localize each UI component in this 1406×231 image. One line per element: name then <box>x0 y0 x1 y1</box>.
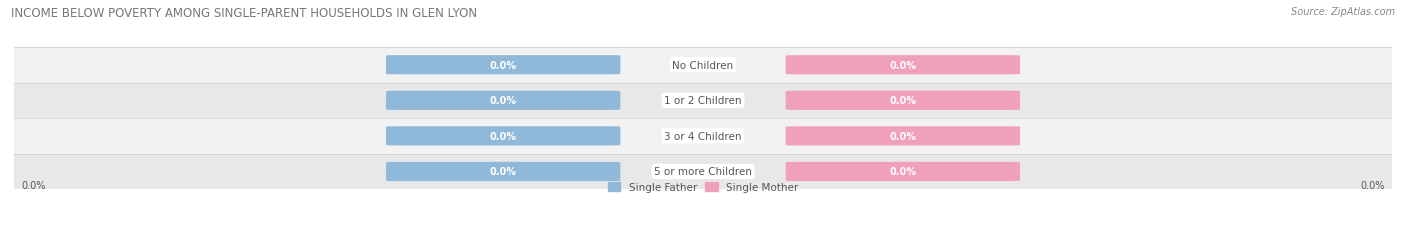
Bar <box>14 154 1392 189</box>
Text: 3 or 4 Children: 3 or 4 Children <box>664 131 742 141</box>
FancyBboxPatch shape <box>786 56 1019 75</box>
Text: 0.0%: 0.0% <box>889 167 917 177</box>
Text: 0.0%: 0.0% <box>889 61 917 70</box>
Text: 0.0%: 0.0% <box>889 131 917 141</box>
Text: INCOME BELOW POVERTY AMONG SINGLE-PARENT HOUSEHOLDS IN GLEN LYON: INCOME BELOW POVERTY AMONG SINGLE-PARENT… <box>11 7 478 20</box>
Text: 0.0%: 0.0% <box>1361 180 1385 190</box>
Text: 0.0%: 0.0% <box>489 61 517 70</box>
FancyBboxPatch shape <box>387 91 620 110</box>
Text: 0.0%: 0.0% <box>489 167 517 177</box>
Text: 1 or 2 Children: 1 or 2 Children <box>664 96 742 106</box>
Bar <box>14 119 1392 154</box>
Bar <box>14 48 1392 83</box>
Text: 0.0%: 0.0% <box>489 131 517 141</box>
Text: 5 or more Children: 5 or more Children <box>654 167 752 177</box>
Text: 0.0%: 0.0% <box>889 96 917 106</box>
FancyBboxPatch shape <box>786 127 1019 146</box>
Legend: Single Father, Single Mother: Single Father, Single Mother <box>607 182 799 192</box>
FancyBboxPatch shape <box>387 56 620 75</box>
Text: 0.0%: 0.0% <box>21 180 45 190</box>
Text: No Children: No Children <box>672 61 734 70</box>
FancyBboxPatch shape <box>387 162 620 181</box>
Bar <box>14 83 1392 119</box>
Text: Source: ZipAtlas.com: Source: ZipAtlas.com <box>1291 7 1395 17</box>
FancyBboxPatch shape <box>387 127 620 146</box>
FancyBboxPatch shape <box>786 162 1019 181</box>
FancyBboxPatch shape <box>786 91 1019 110</box>
Text: 0.0%: 0.0% <box>489 96 517 106</box>
